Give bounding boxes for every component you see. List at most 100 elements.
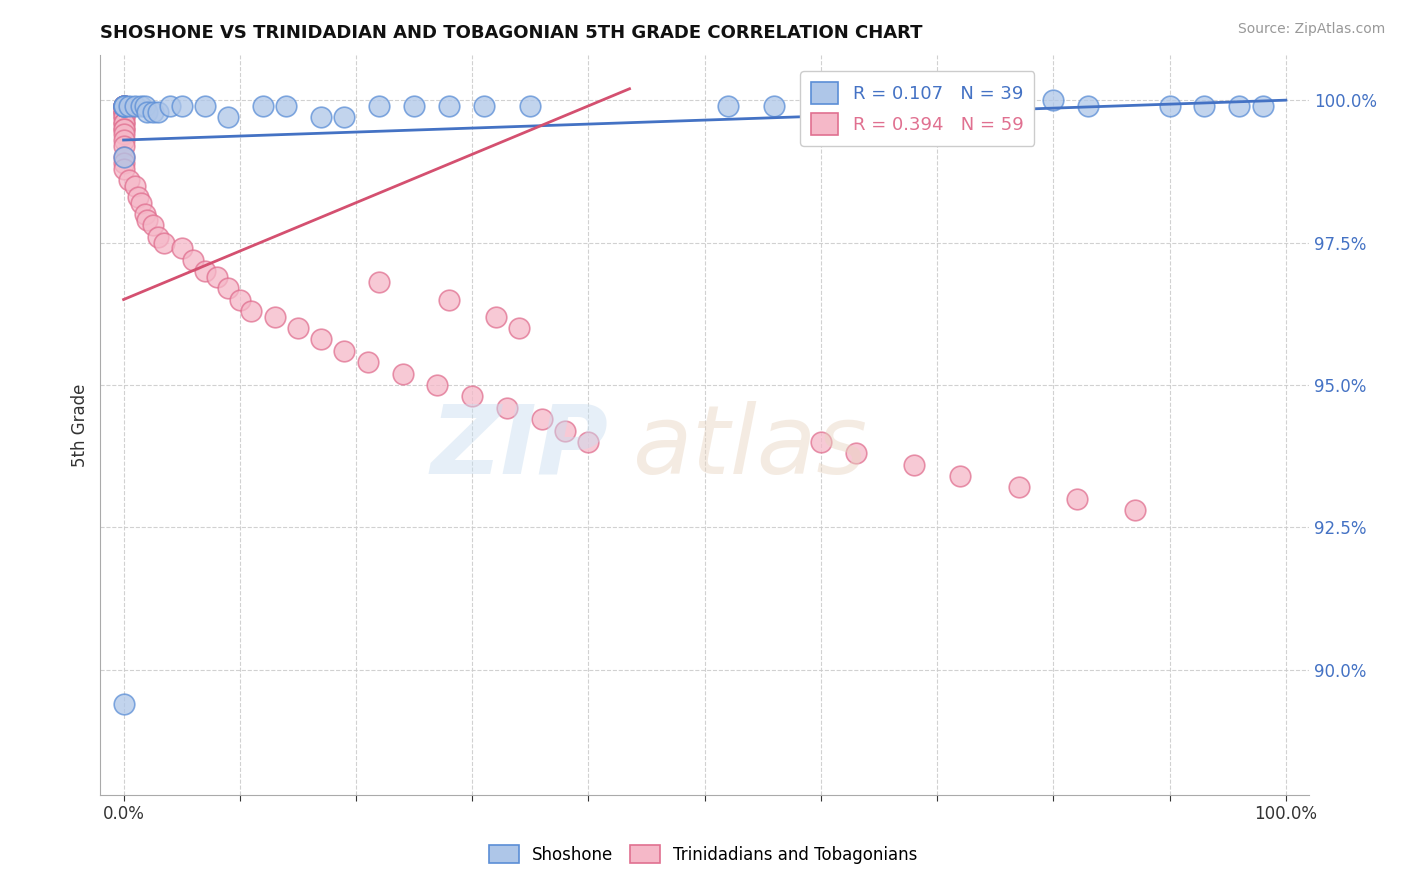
Point <box>927 93 949 107</box>
Point <box>148 230 170 244</box>
Point <box>578 434 600 449</box>
Point <box>112 133 135 147</box>
Point <box>368 99 391 113</box>
Point <box>124 99 146 113</box>
Point <box>960 93 983 107</box>
Point <box>129 99 152 113</box>
Point <box>810 99 832 113</box>
Point <box>287 321 309 335</box>
Point <box>135 104 157 119</box>
Point <box>112 128 135 142</box>
Point <box>356 355 378 369</box>
Point <box>112 110 135 124</box>
Point <box>333 343 356 358</box>
Point <box>205 269 228 284</box>
Point <box>496 401 519 415</box>
Point <box>229 293 252 307</box>
Point <box>240 304 263 318</box>
Point <box>142 104 165 119</box>
Point <box>118 99 141 113</box>
Point <box>508 321 530 335</box>
Point <box>118 173 141 187</box>
Point <box>134 207 156 221</box>
Point <box>112 99 135 113</box>
Point <box>112 104 135 119</box>
Point <box>217 281 239 295</box>
Point <box>135 212 157 227</box>
Text: ZIP: ZIP <box>430 401 607 493</box>
Point <box>112 161 135 176</box>
Point <box>124 178 146 193</box>
Point <box>309 110 332 124</box>
Point <box>810 434 832 449</box>
Point <box>1066 491 1088 506</box>
Legend: Shoshone, Trinidadians and Tobagonians: Shoshone, Trinidadians and Tobagonians <box>482 838 924 871</box>
Point <box>1227 99 1250 113</box>
Point <box>404 99 426 113</box>
Point <box>276 99 298 113</box>
Point <box>530 412 553 426</box>
Point <box>112 99 135 113</box>
Point <box>333 110 356 124</box>
Point <box>472 99 495 113</box>
Point <box>170 99 193 113</box>
Point <box>845 446 868 460</box>
Point <box>519 99 541 113</box>
Point <box>112 121 135 136</box>
Point <box>134 99 156 113</box>
Point <box>763 99 786 113</box>
Point <box>368 276 391 290</box>
Point <box>129 195 152 210</box>
Text: SHOSHONE VS TRINIDADIAN AND TOBAGONIAN 5TH GRADE CORRELATION CHART: SHOSHONE VS TRINIDADIAN AND TOBAGONIAN 5… <box>100 24 922 42</box>
Point <box>112 150 135 164</box>
Text: Source: ZipAtlas.com: Source: ZipAtlas.com <box>1237 22 1385 37</box>
Point <box>263 310 285 324</box>
Point <box>484 310 506 324</box>
Point <box>112 116 135 130</box>
Point <box>437 293 460 307</box>
Point <box>112 99 135 113</box>
Point <box>153 235 176 250</box>
Point <box>112 116 135 130</box>
Point <box>1123 503 1146 517</box>
Point <box>142 219 165 233</box>
Point <box>112 156 135 170</box>
Legend: R = 0.107   N = 39, R = 0.394   N = 59: R = 0.107 N = 39, R = 0.394 N = 59 <box>800 71 1035 145</box>
Point <box>112 99 135 113</box>
Text: atlas: atlas <box>633 401 868 493</box>
Point <box>112 110 135 124</box>
Point <box>112 121 135 136</box>
Point <box>1251 99 1274 113</box>
Point <box>309 332 332 346</box>
Point <box>112 697 135 711</box>
Point <box>112 99 135 113</box>
Point <box>112 104 135 119</box>
Y-axis label: 5th Grade: 5th Grade <box>72 384 89 467</box>
Point <box>391 367 413 381</box>
Point <box>112 99 135 113</box>
Point <box>183 252 205 267</box>
Point <box>426 378 449 392</box>
Point <box>1194 99 1216 113</box>
Point <box>1007 93 1029 107</box>
Point <box>1007 481 1029 495</box>
Point <box>148 104 170 119</box>
Point <box>1159 99 1181 113</box>
Point <box>112 99 135 113</box>
Point <box>112 99 135 113</box>
Point <box>252 99 274 113</box>
Point <box>437 99 460 113</box>
Point <box>717 99 740 113</box>
Point <box>845 99 868 113</box>
Point <box>194 264 217 278</box>
Point <box>112 104 135 119</box>
Point <box>1077 99 1099 113</box>
Point <box>170 241 193 255</box>
Point <box>194 99 217 113</box>
Point <box>112 138 135 153</box>
Point <box>903 458 925 472</box>
Point <box>949 469 972 483</box>
Point <box>461 389 484 403</box>
Point <box>554 424 576 438</box>
Point <box>1042 93 1064 107</box>
